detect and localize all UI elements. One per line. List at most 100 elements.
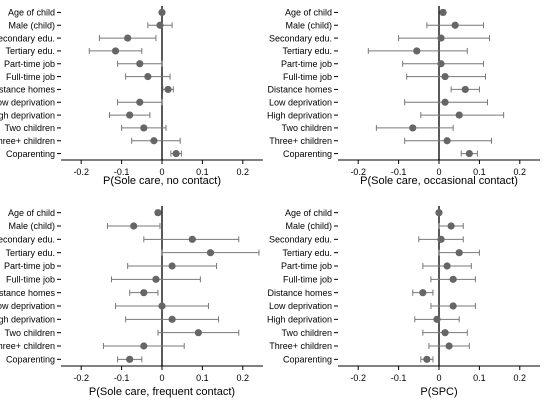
estimate-point xyxy=(465,149,473,158)
estimate-point xyxy=(168,315,176,323)
estimate-point xyxy=(126,111,134,119)
estimate-point xyxy=(156,21,164,29)
category-label: Age of child xyxy=(8,208,55,218)
x-tick-label: 0 xyxy=(436,373,441,383)
category-label: Low deprivation xyxy=(269,97,332,107)
category-label: Distance homes xyxy=(267,288,332,298)
estimate-point xyxy=(445,342,453,350)
category-label: Full-time job xyxy=(6,72,55,82)
estimate-point xyxy=(130,222,138,230)
estimate-point xyxy=(144,72,152,81)
estimate-point xyxy=(443,137,451,145)
category-label: Coparenting xyxy=(283,149,332,159)
estimate-point xyxy=(126,355,134,363)
estimate-point xyxy=(140,124,148,132)
x-tick-label: -0.2 xyxy=(73,373,89,383)
estimate-point xyxy=(188,235,196,243)
x-tick-label: 0.2 xyxy=(514,167,527,177)
chart-panel-2: -0.2 -0.1 0 0.1 0.2P(Sole care, occasional c… xyxy=(267,6,540,187)
category-label: Secondary edu. xyxy=(269,235,332,245)
category-label: Three+ children xyxy=(269,136,332,146)
x-tick-label: -0.2 xyxy=(350,167,366,177)
x-tick-label: -0.2 xyxy=(73,167,89,177)
estimate-point xyxy=(152,275,160,283)
category-label: Part-time job xyxy=(4,261,55,271)
estimate-point xyxy=(419,289,427,297)
category-label: Low deprivation xyxy=(0,97,55,107)
estimate-point xyxy=(449,275,457,283)
category-label: Coparenting xyxy=(283,355,332,365)
category-label: Three+ children xyxy=(0,341,55,351)
x-tick-label: 0.2 xyxy=(237,167,250,177)
chart-panel-1: -0.2 -0.1 0 0.1 0.2 P(Sole care, no contact) A… xyxy=(0,6,263,187)
category-label: Distance homes xyxy=(0,85,55,95)
category-label: Part-time job xyxy=(4,59,55,69)
estimate-point xyxy=(437,235,445,243)
category-label: High deprivation xyxy=(267,315,332,325)
category-label: High deprivation xyxy=(0,315,55,325)
category-label: Tertiary edu. xyxy=(5,46,55,56)
estimate-point xyxy=(111,47,120,55)
x-tick-label: 0.2 xyxy=(514,373,527,383)
category-label: Secondary edu. xyxy=(0,33,55,43)
estimate-point xyxy=(136,60,144,68)
estimate-point xyxy=(455,111,463,119)
estimate-point xyxy=(136,98,144,106)
estimate-point xyxy=(164,85,172,94)
estimate-point xyxy=(154,209,162,217)
x-tick-label: 0.1 xyxy=(196,373,209,383)
chart-panel-4: -0.2 -0.1 0 0.1 0.2 P(SPC) Age of child Male (c… xyxy=(267,206,540,398)
category-label: Age of child xyxy=(285,8,332,18)
x-tick-label: -0.1 xyxy=(114,167,130,177)
estimate-point xyxy=(437,60,445,68)
category-label: Male (child) xyxy=(285,20,332,30)
category-label: Age of child xyxy=(285,208,332,218)
category-label: Tertiary edu. xyxy=(282,248,332,258)
x-tick-label: 0.1 xyxy=(473,167,486,177)
estimate-point xyxy=(443,262,451,270)
category-label: Distance homes xyxy=(0,288,55,298)
x-tick-label: 0 xyxy=(159,373,164,383)
category-label: Distance homes xyxy=(267,85,332,95)
x-tick-label: -0.1 xyxy=(391,373,407,383)
estimate-point xyxy=(441,329,449,337)
estimate-point xyxy=(461,85,469,94)
estimate-point xyxy=(194,329,202,337)
category-label: Full-time job xyxy=(283,275,332,285)
estimate-point xyxy=(140,342,148,350)
category-label: Low deprivation xyxy=(269,301,332,311)
category-label: Two children xyxy=(4,328,55,338)
category-label: Two children xyxy=(4,123,55,133)
x-tick-label: -0.2 xyxy=(350,373,366,383)
estimate-point xyxy=(435,209,443,217)
estimate-point xyxy=(150,137,158,145)
estimate-point xyxy=(206,249,215,257)
estimate-point xyxy=(124,34,132,42)
estimate-point xyxy=(423,355,431,363)
estimate-point xyxy=(413,47,421,55)
estimate-point xyxy=(140,289,148,297)
category-label: Age of child xyxy=(8,8,55,18)
category-label: High deprivation xyxy=(0,110,55,120)
estimate-point xyxy=(455,249,463,257)
x-tick-label: -0.1 xyxy=(391,167,407,177)
category-label: Low deprivation xyxy=(0,301,55,311)
estimate-point xyxy=(447,222,455,230)
x-axis-title: P(Sole care, occasional contact) xyxy=(360,175,518,187)
estimate-point xyxy=(451,21,459,29)
chart-panel-3: -0.2 -0.1 0 0.1 0.2P(Sole care, frequent con… xyxy=(0,206,263,398)
x-tick-label: 0.2 xyxy=(237,373,250,383)
category-label: Tertiary edu. xyxy=(282,46,332,56)
category-label: Male (child) xyxy=(8,221,55,231)
estimate-point xyxy=(409,124,417,132)
estimate-point xyxy=(158,8,166,17)
estimate-point xyxy=(439,8,447,17)
category-label: Two children xyxy=(281,328,332,338)
x-tick-label: 0.1 xyxy=(473,373,486,383)
category-label: Coparenting xyxy=(6,355,55,365)
category-label: Secondary edu. xyxy=(269,33,332,43)
category-label: Two children xyxy=(281,123,332,133)
x-tick-label: 0 xyxy=(436,167,441,177)
category-label: Coparenting xyxy=(6,149,55,159)
estimate-point xyxy=(449,302,457,310)
